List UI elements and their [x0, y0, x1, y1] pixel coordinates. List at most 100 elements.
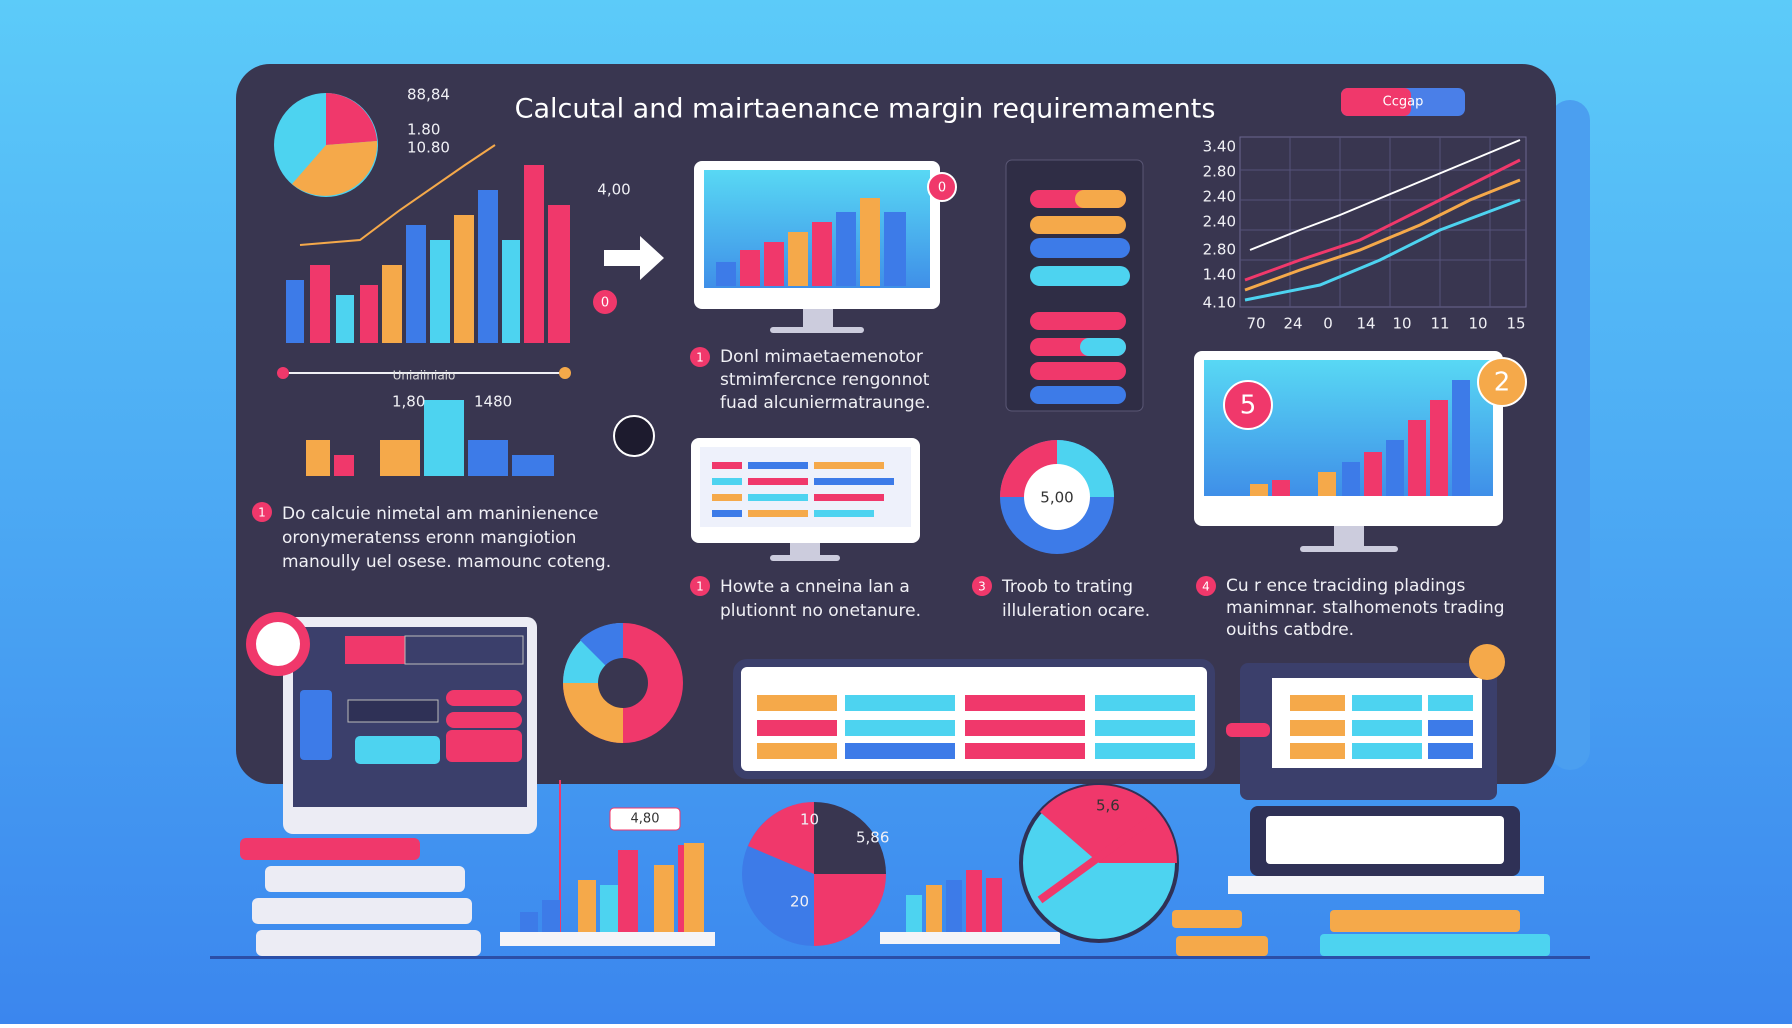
shape-table-panel: [965, 720, 1085, 736]
shape-table-panel: [845, 743, 955, 759]
shape-books: [265, 866, 465, 892]
shape-list-panel: [1030, 266, 1130, 286]
label-pie-top-left: 1.80: [407, 121, 440, 139]
shape-monitor-small-right: [1428, 720, 1473, 736]
monitor-1: 0: [694, 161, 957, 333]
label-pie-top-left: 88,84: [407, 86, 450, 104]
shape-monitor-2: [814, 510, 874, 517]
donut-center: 5,00: [1000, 440, 1114, 554]
shape-monitor-small-right: [1352, 720, 1422, 736]
label-step-4: Troob to trating: [1001, 577, 1133, 597]
shape-monitor-right: [1477, 357, 1527, 407]
shape-bars-middle-bottom: [926, 885, 942, 932]
shape-monitor-right: [1342, 462, 1360, 496]
shape-books: [256, 930, 481, 956]
label-monitor-right: 2: [1494, 368, 1511, 398]
shape-monitor-right: [1386, 440, 1404, 496]
small-bars: 1,80 1480: [306, 393, 554, 476]
shape-bar-chart-left: [336, 295, 354, 343]
label-arrow: 0: [601, 296, 609, 311]
shape-bottom-bars: [578, 880, 596, 932]
pie-top-left: 88,84 1.80 10.80: [274, 86, 450, 197]
shape-table-panel: [757, 743, 837, 759]
shape-bar-chart-left: [430, 240, 450, 343]
shape-monitor-bottom-left: [300, 690, 332, 760]
shape-header-button: [1341, 88, 1411, 116]
label-line-chart: 10: [1468, 315, 1487, 333]
shape-pie-top-left: [326, 93, 377, 145]
label-step-1: 1: [258, 506, 266, 520]
shape-bottom-bars: [684, 843, 704, 932]
shape-bars-middle-bottom: [946, 880, 962, 932]
books: [210, 838, 1590, 959]
shape-monitor-small-right: [1428, 743, 1473, 759]
shape-bottom-bars: [520, 912, 538, 932]
shape-bar-chart-left: [406, 225, 426, 343]
shape-step-4: [972, 576, 992, 596]
shape-pie-right: [1040, 785, 1177, 863]
shape-monitor-small-right: [1290, 720, 1345, 736]
shape-donut-bottom: [598, 658, 648, 708]
shape-monitor-2: [770, 555, 840, 561]
label-line-chart: 2.80: [1203, 163, 1236, 181]
shape-monitor-bottom-left: [355, 736, 440, 764]
shape-bar-chart-left: [299, 144, 496, 246]
shape-monitor-1: [812, 222, 832, 286]
shape-list-panel: [1075, 190, 1126, 208]
shape-table-panel: [1095, 743, 1195, 759]
shape-monitor-right: [1223, 380, 1273, 430]
label-line-chart: 11: [1430, 315, 1449, 333]
label-line-chart: 2.80: [1203, 241, 1236, 259]
label-line-chart: 14: [1356, 315, 1375, 333]
shape-bar-chart-left: [548, 205, 570, 343]
shape-monitor-1: [788, 232, 808, 286]
shape-bars-middle-bottom: [906, 895, 922, 932]
shape-bar-chart-left: [502, 240, 520, 343]
shape-bar-chart-left: [559, 367, 571, 379]
shape-pie-bottom: [814, 874, 886, 946]
shape-table-panel: [1095, 720, 1195, 736]
shape-small-bars: [306, 440, 330, 476]
shape-small-bars: [424, 400, 464, 476]
shape-monitor-1: [740, 250, 760, 286]
shape-books: [1172, 910, 1242, 928]
shape-monitor-1: [770, 327, 864, 333]
shape-line-chart: [1239, 136, 1527, 308]
label-line-chart: 0: [1323, 315, 1333, 333]
shape-bar-chart-left: [277, 367, 289, 379]
label-step-5: 4: [1202, 580, 1210, 594]
shape-line-chart: [1244, 158, 1521, 282]
shape-bottom-bars: [500, 932, 715, 946]
shape-list-panel: [1030, 362, 1126, 380]
shape-list-panel: [1030, 386, 1126, 404]
label-step-5: manimnar. stalhomenots trading: [1226, 598, 1505, 618]
shape-step-1: [252, 502, 272, 522]
shape-monitor-bottom-left: [345, 636, 405, 664]
shape-pie-bottom: [748, 802, 814, 874]
shape-line-chart: [1244, 198, 1521, 302]
shape-arrow: [593, 290, 617, 314]
shape-bottom-bars: [654, 865, 674, 932]
shape-books: [210, 956, 1590, 959]
shape-books: [1330, 910, 1520, 932]
shape-monitor-right: [1318, 472, 1336, 496]
shape-small-bars: [380, 440, 420, 476]
monitor-right: 5 2: [1194, 351, 1527, 552]
label-step-3: 1: [696, 580, 704, 594]
list-panel: [1005, 159, 1144, 412]
label-step-3: Howte a cnneina lan a: [720, 577, 910, 597]
shape-bottom-bars: [542, 900, 560, 932]
step-5: 4 Cu r ence traciding pladings manimnar.…: [1196, 576, 1505, 640]
shape-monitor-right: [1452, 380, 1470, 496]
label-line-chart: 3.40: [1203, 138, 1236, 156]
shape-table-panel: [965, 743, 1085, 759]
shape-bars-middle-bottom: [966, 870, 982, 932]
shape-monitor-2: [814, 462, 884, 469]
shape-small-bars: [334, 455, 354, 476]
shape-monitor-2: [748, 510, 808, 517]
shape-books: [252, 898, 472, 924]
label-step-2: stmimfercnce rengonnot: [720, 370, 930, 390]
label-small-bars: 1480: [474, 393, 512, 411]
shape-pie-top-left: [292, 141, 378, 196]
